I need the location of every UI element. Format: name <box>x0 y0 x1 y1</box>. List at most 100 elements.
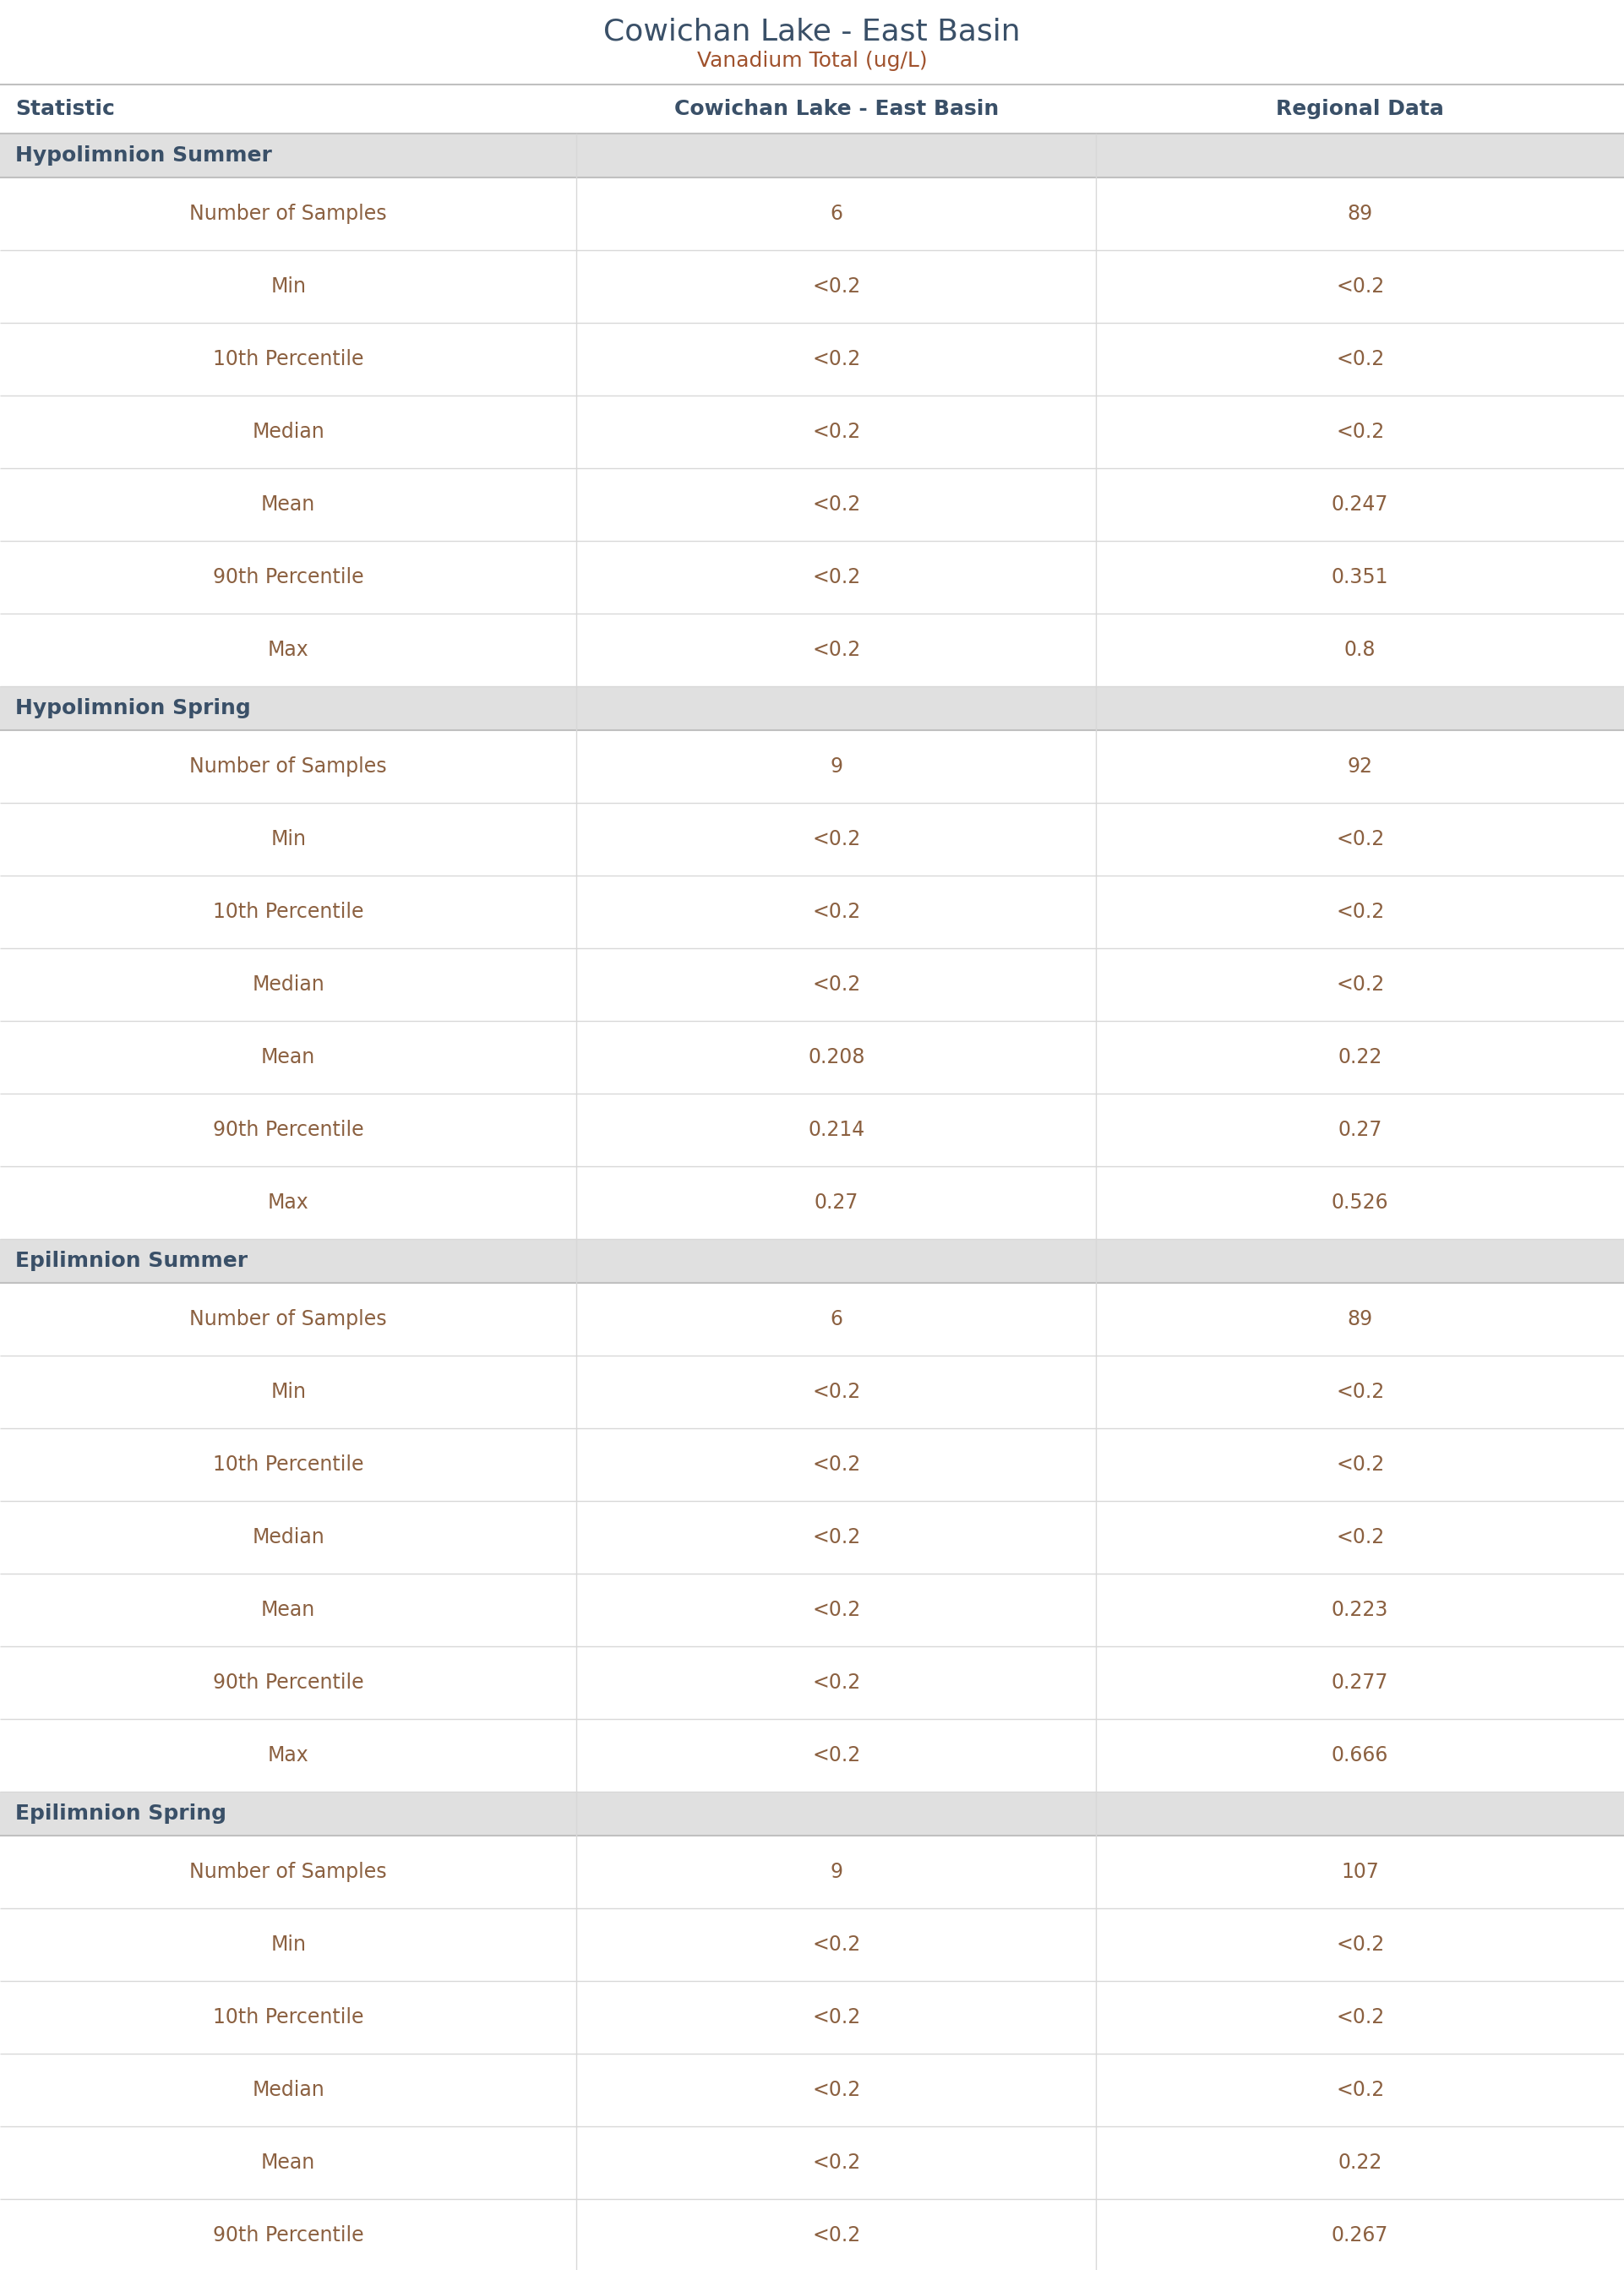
Text: <0.2: <0.2 <box>1337 974 1384 994</box>
Text: 89: 89 <box>1348 1310 1372 1330</box>
Text: Median: Median <box>252 2079 325 2100</box>
Bar <box>0 613 1624 686</box>
Text: <0.2: <0.2 <box>812 640 861 661</box>
Text: Mean: Mean <box>261 2152 315 2172</box>
Bar <box>0 1239 1624 1283</box>
Text: 0.208: 0.208 <box>807 1046 866 1067</box>
Text: Number of Samples: Number of Samples <box>190 756 387 776</box>
Bar <box>0 804 1624 876</box>
Text: <0.2: <0.2 <box>1337 901 1384 922</box>
Text: 0.526: 0.526 <box>1332 1192 1389 1212</box>
Text: <0.2: <0.2 <box>812 495 861 515</box>
Text: Min: Min <box>271 1934 305 1954</box>
Text: 0.214: 0.214 <box>809 1119 864 1140</box>
Bar <box>0 0 1624 84</box>
Bar <box>0 395 1624 468</box>
Text: <0.2: <0.2 <box>812 1746 861 1766</box>
Text: Mean: Mean <box>261 495 315 515</box>
Text: 0.351: 0.351 <box>1332 568 1389 588</box>
Text: Epilimnion Spring: Epilimnion Spring <box>15 1802 226 1823</box>
Text: <0.2: <0.2 <box>812 974 861 994</box>
Text: <0.2: <0.2 <box>812 568 861 588</box>
Text: 0.267: 0.267 <box>1332 2225 1389 2245</box>
Text: 9: 9 <box>830 1861 843 1882</box>
Text: Mean: Mean <box>261 1046 315 1067</box>
Text: 89: 89 <box>1348 204 1372 225</box>
Bar <box>0 250 1624 322</box>
Bar <box>0 876 1624 949</box>
Text: <0.2: <0.2 <box>812 277 861 297</box>
Bar <box>0 1909 1624 1982</box>
Text: 0.277: 0.277 <box>1332 1673 1389 1693</box>
Bar <box>0 1573 1624 1646</box>
Text: <0.2: <0.2 <box>1337 2079 1384 2100</box>
Text: Number of Samples: Number of Samples <box>190 1310 387 1330</box>
Text: <0.2: <0.2 <box>812 1600 861 1621</box>
Bar <box>0 2200 1624 2270</box>
Text: Min: Min <box>271 277 305 297</box>
Bar <box>0 84 1624 134</box>
Text: <0.2: <0.2 <box>812 2225 861 2245</box>
Text: <0.2: <0.2 <box>1337 350 1384 370</box>
Text: 9: 9 <box>830 756 843 776</box>
Text: 10th Percentile: 10th Percentile <box>213 2007 364 2027</box>
Bar <box>0 1646 1624 1718</box>
Bar <box>0 949 1624 1022</box>
Text: <0.2: <0.2 <box>812 422 861 443</box>
Text: <0.2: <0.2 <box>1337 422 1384 443</box>
Text: <0.2: <0.2 <box>1337 1528 1384 1548</box>
Text: Vanadium Total (ug/L): Vanadium Total (ug/L) <box>697 50 927 70</box>
Text: 0.27: 0.27 <box>814 1192 859 1212</box>
Text: <0.2: <0.2 <box>1337 1455 1384 1476</box>
Bar <box>0 2127 1624 2200</box>
Text: 90th Percentile: 90th Percentile <box>213 1673 364 1693</box>
Text: <0.2: <0.2 <box>812 2007 861 2027</box>
Bar <box>0 1428 1624 1500</box>
Text: <0.2: <0.2 <box>812 2079 861 2100</box>
Text: Hypolimnion Summer: Hypolimnion Summer <box>15 145 271 166</box>
Text: Min: Min <box>271 829 305 849</box>
Text: 0.666: 0.666 <box>1332 1746 1389 1766</box>
Text: Median: Median <box>252 974 325 994</box>
Text: 6: 6 <box>830 204 843 225</box>
Bar <box>0 1283 1624 1355</box>
Text: Max: Max <box>268 1746 309 1766</box>
Text: 90th Percentile: 90th Percentile <box>213 568 364 588</box>
Text: 0.247: 0.247 <box>1332 495 1389 515</box>
Text: 0.8: 0.8 <box>1345 640 1376 661</box>
Text: <0.2: <0.2 <box>1337 829 1384 849</box>
Bar <box>0 2054 1624 2127</box>
Text: 10th Percentile: 10th Percentile <box>213 350 364 370</box>
Text: <0.2: <0.2 <box>812 901 861 922</box>
Text: <0.2: <0.2 <box>812 1455 861 1476</box>
Text: Number of Samples: Number of Samples <box>190 1861 387 1882</box>
Text: Number of Samples: Number of Samples <box>190 204 387 225</box>
Text: <0.2: <0.2 <box>1337 1934 1384 1954</box>
Bar <box>0 731 1624 804</box>
Text: <0.2: <0.2 <box>812 1673 861 1693</box>
Text: 92: 92 <box>1348 756 1372 776</box>
Text: <0.2: <0.2 <box>812 1382 861 1403</box>
Text: Regional Data: Regional Data <box>1276 100 1444 118</box>
Text: <0.2: <0.2 <box>812 829 861 849</box>
Bar <box>0 134 1624 177</box>
Text: 10th Percentile: 10th Percentile <box>213 901 364 922</box>
Bar <box>0 1836 1624 1909</box>
Bar <box>0 177 1624 250</box>
Text: Min: Min <box>271 1382 305 1403</box>
Text: Epilimnion Summer: Epilimnion Summer <box>15 1251 248 1271</box>
Bar <box>0 1094 1624 1167</box>
Text: Median: Median <box>252 1528 325 1548</box>
Text: 90th Percentile: 90th Percentile <box>213 1119 364 1140</box>
Text: 107: 107 <box>1341 1861 1379 1882</box>
Text: <0.2: <0.2 <box>1337 1382 1384 1403</box>
Text: Max: Max <box>268 640 309 661</box>
Text: Hypolimnion Spring: Hypolimnion Spring <box>15 699 250 717</box>
Text: <0.2: <0.2 <box>1337 2007 1384 2027</box>
Text: <0.2: <0.2 <box>812 2152 861 2172</box>
Text: Statistic: Statistic <box>15 100 115 118</box>
Text: <0.2: <0.2 <box>1337 277 1384 297</box>
Text: 10th Percentile: 10th Percentile <box>213 1455 364 1476</box>
Bar <box>0 540 1624 613</box>
Bar <box>0 1718 1624 1791</box>
